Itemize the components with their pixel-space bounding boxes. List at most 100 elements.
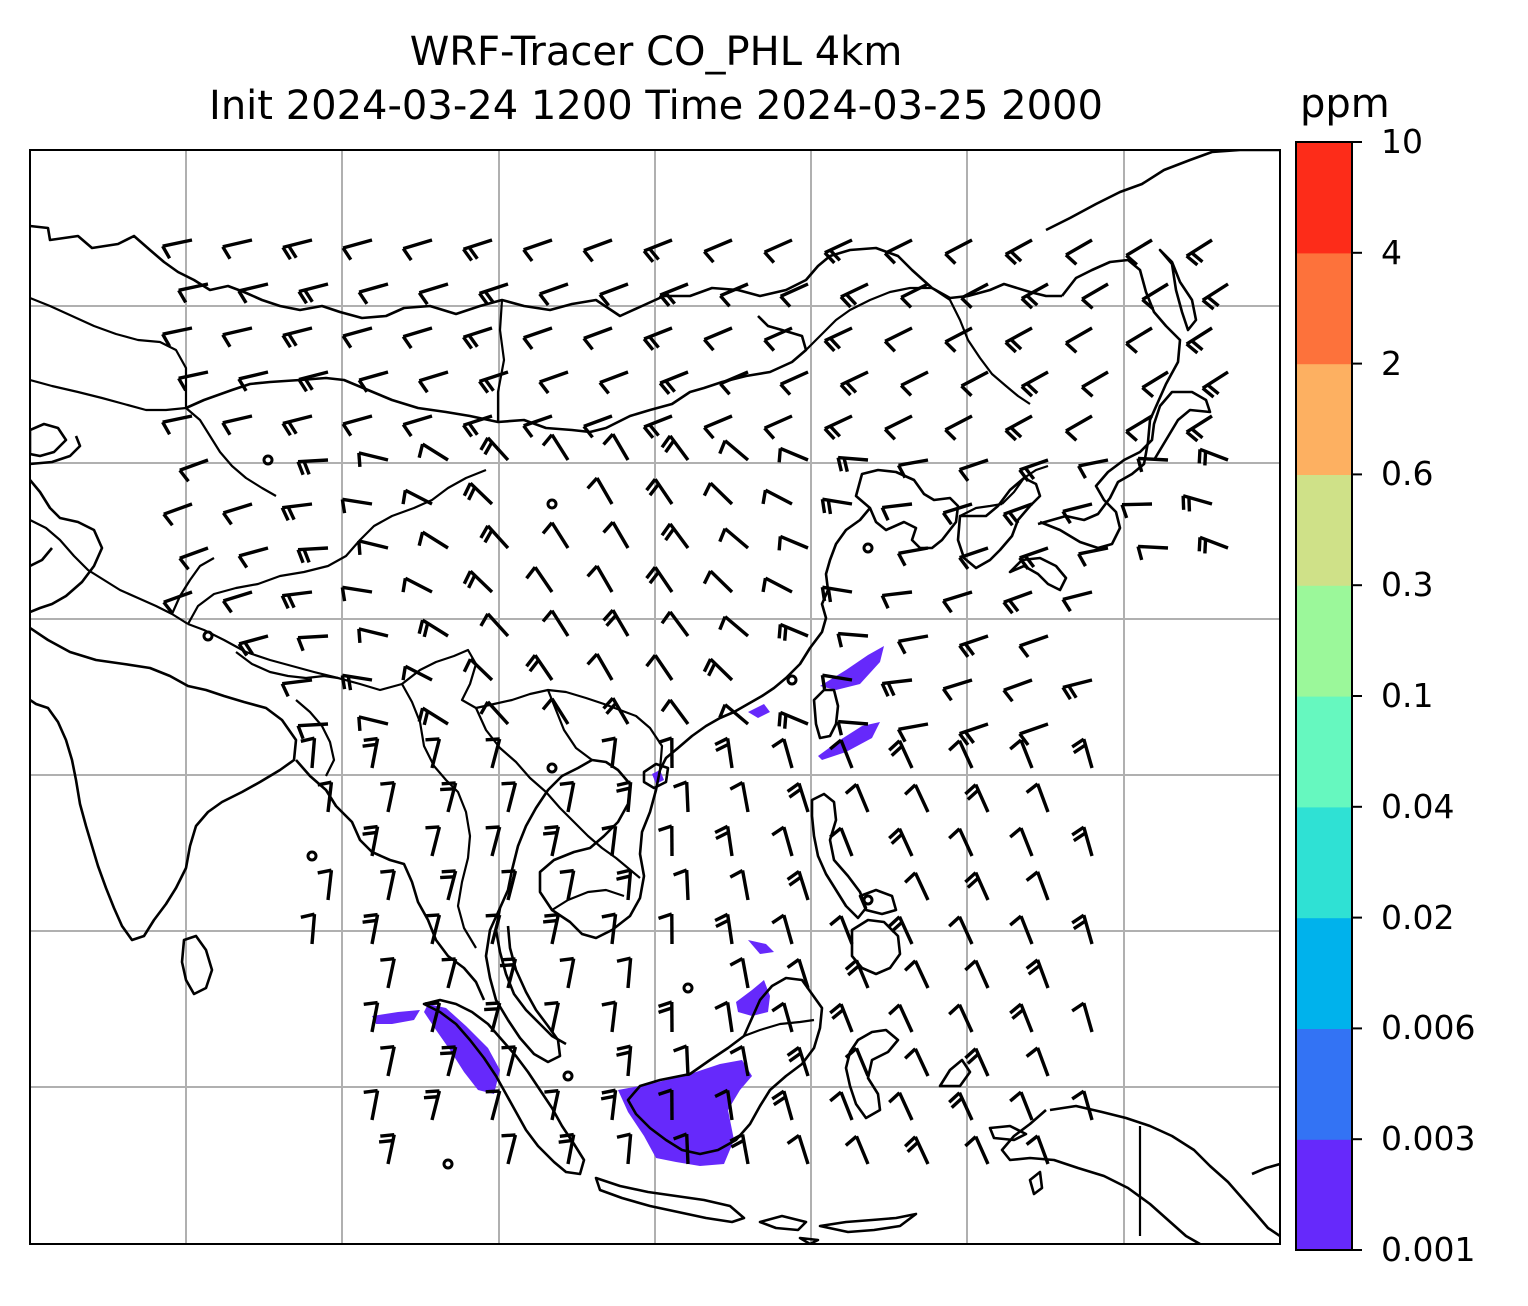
wind-barb <box>538 282 569 307</box>
wind-barb <box>823 238 853 265</box>
country-borders <box>30 286 1142 1236</box>
wind-barb <box>836 719 869 736</box>
wind-barb <box>1080 370 1109 398</box>
wind-barb <box>645 478 674 505</box>
wind-barb <box>538 370 569 395</box>
colorbar-tick-label: 0.003 <box>1381 1119 1476 1159</box>
wind-barb <box>425 1001 442 1033</box>
wind-barb <box>221 238 253 260</box>
wind-barb <box>1125 326 1153 354</box>
wind-barb <box>714 1088 734 1121</box>
wind-barb <box>1061 502 1093 525</box>
wind-barb <box>1071 913 1094 945</box>
wind-barb <box>703 414 733 440</box>
wind-barb <box>718 615 750 638</box>
wind-barb <box>1064 414 1093 442</box>
co-tracer-shading <box>372 646 884 1166</box>
wind-barb <box>559 956 576 989</box>
wind-barb <box>296 722 329 740</box>
wind-barb <box>1071 737 1094 769</box>
wind-barb <box>888 739 914 769</box>
wind-barb <box>525 566 554 593</box>
wind-barb <box>417 618 449 638</box>
wind-barb <box>485 737 502 769</box>
colorbar-tick-label: 2 <box>1381 343 1402 383</box>
wind-barb <box>660 434 690 462</box>
wind-barb <box>1009 738 1034 769</box>
coastline-south-india-west <box>30 479 104 614</box>
wind-barb <box>823 414 853 441</box>
wind-barb <box>1020 370 1049 398</box>
wind-barb <box>786 870 810 901</box>
wind-barb <box>362 736 380 769</box>
wind-barb <box>1009 1090 1034 1121</box>
tracer-patch-hainan <box>748 704 770 718</box>
wind-barb <box>616 956 633 989</box>
wind-barb <box>658 282 689 307</box>
wind-barb <box>600 1088 618 1121</box>
wind-barb <box>300 736 317 769</box>
wind-barb <box>1020 282 1049 310</box>
border-central-asia <box>30 378 187 412</box>
wind-barb <box>586 652 614 681</box>
wind-barb <box>941 502 973 526</box>
border-bangladesh <box>295 699 336 777</box>
wind-barb <box>829 826 854 857</box>
wind-barb <box>829 1090 854 1121</box>
wind-barb <box>1002 678 1033 703</box>
wind-barb <box>1025 870 1050 901</box>
wind-barb <box>883 326 913 353</box>
wind-barb <box>1004 238 1033 266</box>
colorbar-tick-label: 0.04 <box>1381 786 1455 826</box>
wind-barb <box>1025 782 1050 813</box>
wind-barb <box>888 1003 914 1033</box>
wind-barb <box>771 825 794 857</box>
coastline-india <box>30 626 298 942</box>
wind-barb <box>1181 494 1213 512</box>
wind-barb <box>177 370 209 392</box>
coastline-hainan <box>642 762 670 790</box>
wind-barb <box>586 564 614 593</box>
wind-barb <box>718 439 750 462</box>
coastline-bohai <box>854 468 960 550</box>
wind-barb <box>829 1002 854 1033</box>
coastline-aleutian-right <box>1251 1162 1280 1176</box>
wind-barb <box>1018 458 1049 483</box>
wind-barb <box>161 238 193 260</box>
wind-barb <box>616 868 633 901</box>
wind-barb <box>401 488 433 506</box>
coastline-middle-east-west <box>30 422 82 466</box>
wind-barb <box>340 673 373 691</box>
colorbar-tick-label: 0.1 <box>1381 676 1434 715</box>
wind-barb <box>958 722 989 746</box>
colorbar-tick-label: 0.6 <box>1381 454 1434 494</box>
calm-wind-marker <box>562 1070 574 1082</box>
wind-barb <box>601 912 618 945</box>
wind-barb <box>501 869 518 901</box>
wind-barb <box>357 451 389 467</box>
wind-barb <box>237 546 269 569</box>
wind-barb <box>899 282 929 309</box>
wind-barb <box>544 1000 560 1033</box>
wind-barb <box>525 654 554 681</box>
wind-barb <box>771 1001 794 1033</box>
wind-barb <box>582 238 613 263</box>
wind-barb <box>1185 326 1213 355</box>
wind-barb <box>786 782 810 813</box>
wind-barb <box>541 433 570 461</box>
coastline-sumatra <box>422 998 586 1176</box>
border-malaysia-borneo <box>743 1018 815 1038</box>
wind-barb <box>820 497 853 515</box>
wind-barb <box>462 569 494 594</box>
wind-barb <box>1197 447 1229 466</box>
wind-barb <box>1077 546 1109 567</box>
colorbar-unit-label: ppm <box>1300 81 1390 127</box>
coastline-japan-kyushu <box>1008 556 1068 592</box>
wind-barb <box>559 868 576 901</box>
wind-barb <box>582 326 613 351</box>
wind-barb <box>1018 722 1049 747</box>
wind-barb <box>941 678 973 702</box>
wind-barb <box>297 370 329 393</box>
wind-barb <box>317 780 334 813</box>
colorbar-tick-label: 0.006 <box>1381 1008 1476 1048</box>
